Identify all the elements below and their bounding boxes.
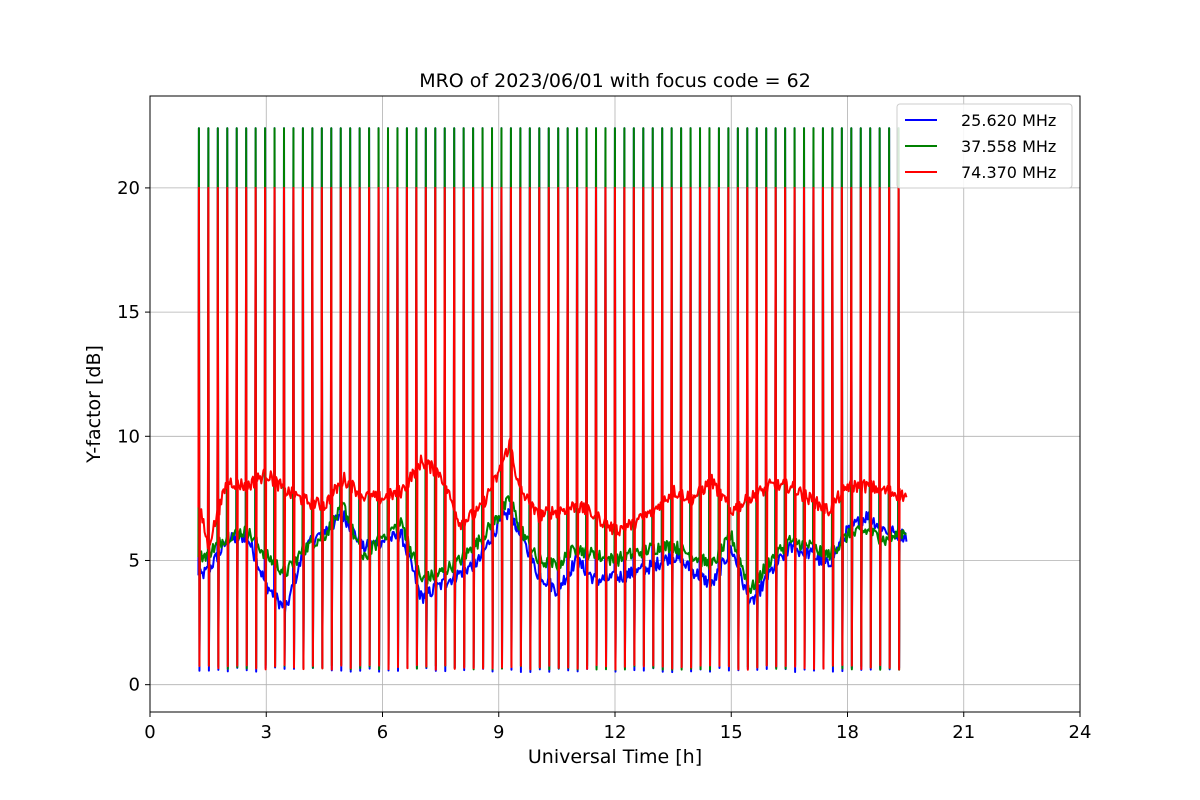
legend-label: 25.620 MHz [961,111,1056,130]
y-tick-label: 20 [117,178,140,199]
y-axis-label: Y-factor [dB] [83,345,105,464]
x-tick-label: 0 [144,722,155,743]
legend-label: 74.370 MHz [961,163,1056,182]
x-tick-label: 21 [952,722,975,743]
legend-label: 37.558 MHz [961,137,1056,156]
y-tick-label: 15 [117,302,140,323]
x-axis-label: Universal Time [h] [528,746,702,768]
ticks: 0 3 6 9 12 15 18 21 24 0 5 10 15 20 [117,178,1091,743]
x-tick-label: 3 [261,722,272,743]
x-tick-label: 15 [720,722,743,743]
x-tick-label: 24 [1069,722,1092,743]
x-tick-label: 12 [604,722,627,743]
legend: 25.620 MHz 37.558 MHz 74.370 MHz [896,103,1073,189]
series-line-0 [197,127,908,674]
chart-title: MRO of 2023/06/01 with focus code = 62 [419,70,811,92]
y-tick-label: 10 [117,426,140,447]
x-tick-label: 9 [493,722,504,743]
x-tick-label: 18 [836,722,859,743]
series-layer [197,127,908,674]
y-tick-label: 0 [129,675,140,696]
legend-box [896,103,1073,189]
series-line-1 [197,127,907,671]
series-line-2 [197,186,908,671]
x-tick-label: 6 [377,722,388,743]
y-tick-label: 5 [129,550,140,571]
